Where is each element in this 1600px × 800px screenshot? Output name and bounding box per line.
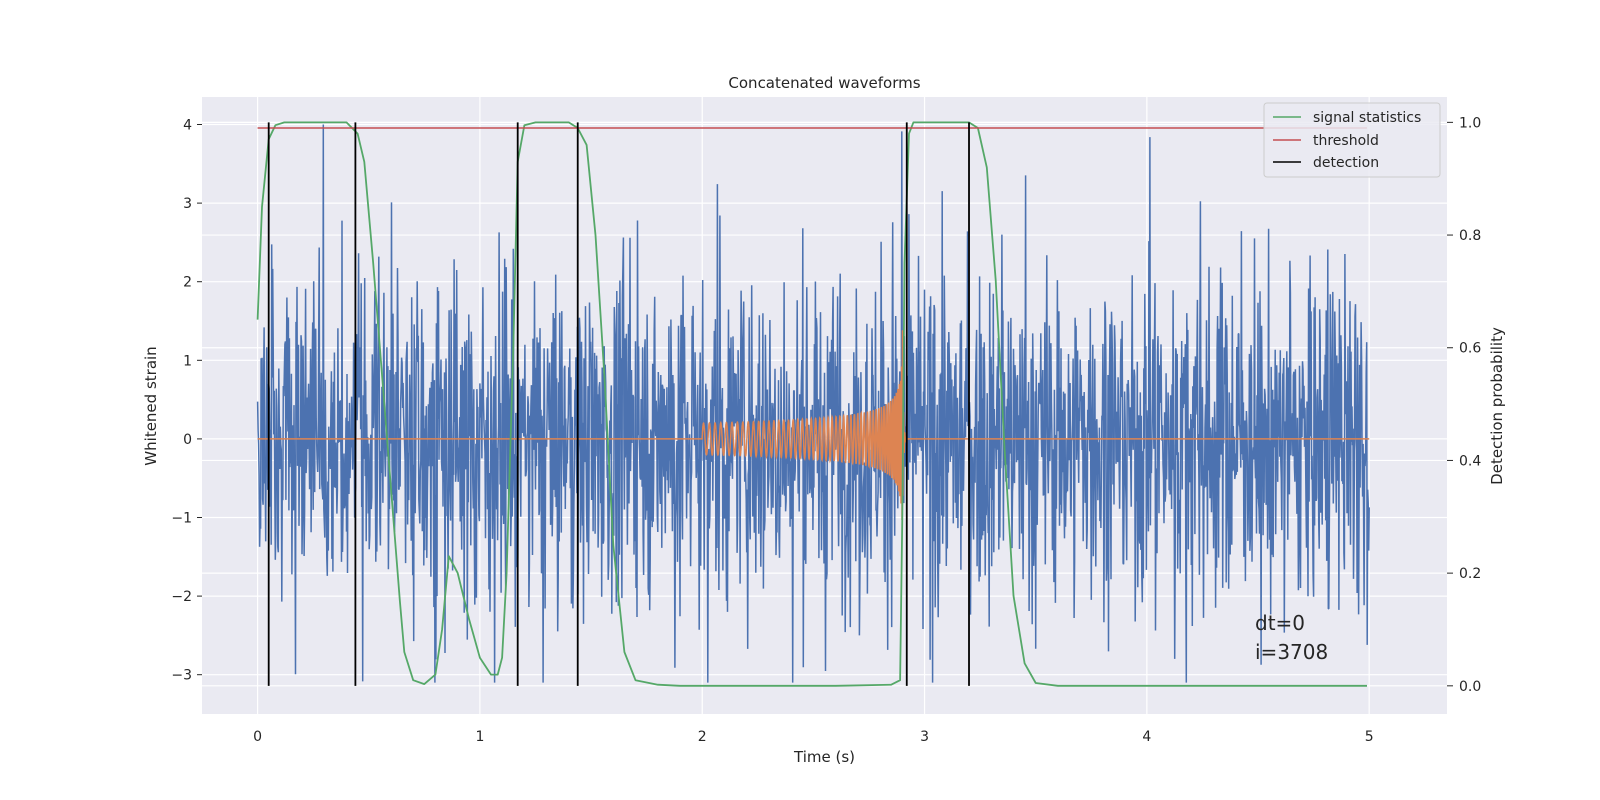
y2-tick-label: 1.0 bbox=[1459, 115, 1481, 131]
y-tick-label: 0 bbox=[183, 432, 192, 448]
x-tick-label: 2 bbox=[698, 729, 707, 745]
legend-entry-threshold: threshold bbox=[1313, 133, 1379, 149]
y-tick-label: 1 bbox=[183, 353, 192, 369]
y-tick-label: 4 bbox=[183, 118, 192, 134]
y2-tick-label: 0.2 bbox=[1459, 566, 1481, 582]
x-tick-label: 1 bbox=[475, 729, 484, 745]
annotation-index: i=3708 bbox=[1255, 640, 1328, 664]
y-tick-label: 3 bbox=[183, 196, 192, 212]
y2-tick-label: 0.8 bbox=[1459, 228, 1481, 244]
strain-noise bbox=[256, 124, 1370, 683]
right-axis-series bbox=[256, 121, 1367, 687]
y-axis-label: Whitened strain bbox=[142, 346, 160, 465]
y2-tick-label: 0.4 bbox=[1459, 453, 1481, 469]
chart-title: Concatenated waveforms bbox=[728, 74, 920, 92]
x-tick-label: 4 bbox=[1142, 729, 1151, 745]
waveform-line bbox=[257, 330, 1370, 521]
x-axis-label: Time (s) bbox=[793, 748, 855, 766]
y-tick-label: −1 bbox=[171, 511, 192, 527]
y-tick-label: 2 bbox=[183, 275, 192, 291]
injected-waveform bbox=[257, 330, 1370, 521]
legend: signal statistics threshold detection bbox=[1263, 102, 1441, 178]
y2-axis-label: Detection probability bbox=[1488, 327, 1506, 485]
x-tick-label: 5 bbox=[1365, 729, 1374, 745]
legend-entry-signal: signal statistics bbox=[1313, 110, 1421, 126]
signal-statistics-line bbox=[256, 121, 1367, 687]
annotation-dt: dt=0 bbox=[1255, 611, 1305, 635]
axes: 0 1 2 3 4 5 −3 −2 −1 0 1 2 3 4 0.0 0.2 0.4 0.6 0.8 1.0 bbox=[171, 115, 1481, 745]
y2-tick-label: 0.0 bbox=[1459, 679, 1481, 695]
x-tick-label: 0 bbox=[253, 729, 262, 745]
y2-tick-label: 0.6 bbox=[1459, 341, 1481, 357]
y-tick-label: −3 bbox=[171, 668, 192, 684]
x-tick-label: 3 bbox=[920, 729, 929, 745]
legend-box bbox=[1263, 102, 1441, 178]
legend-entry-detection: detection bbox=[1313, 155, 1379, 171]
y-tick-label: −2 bbox=[171, 589, 192, 605]
strain-line bbox=[256, 124, 1370, 683]
